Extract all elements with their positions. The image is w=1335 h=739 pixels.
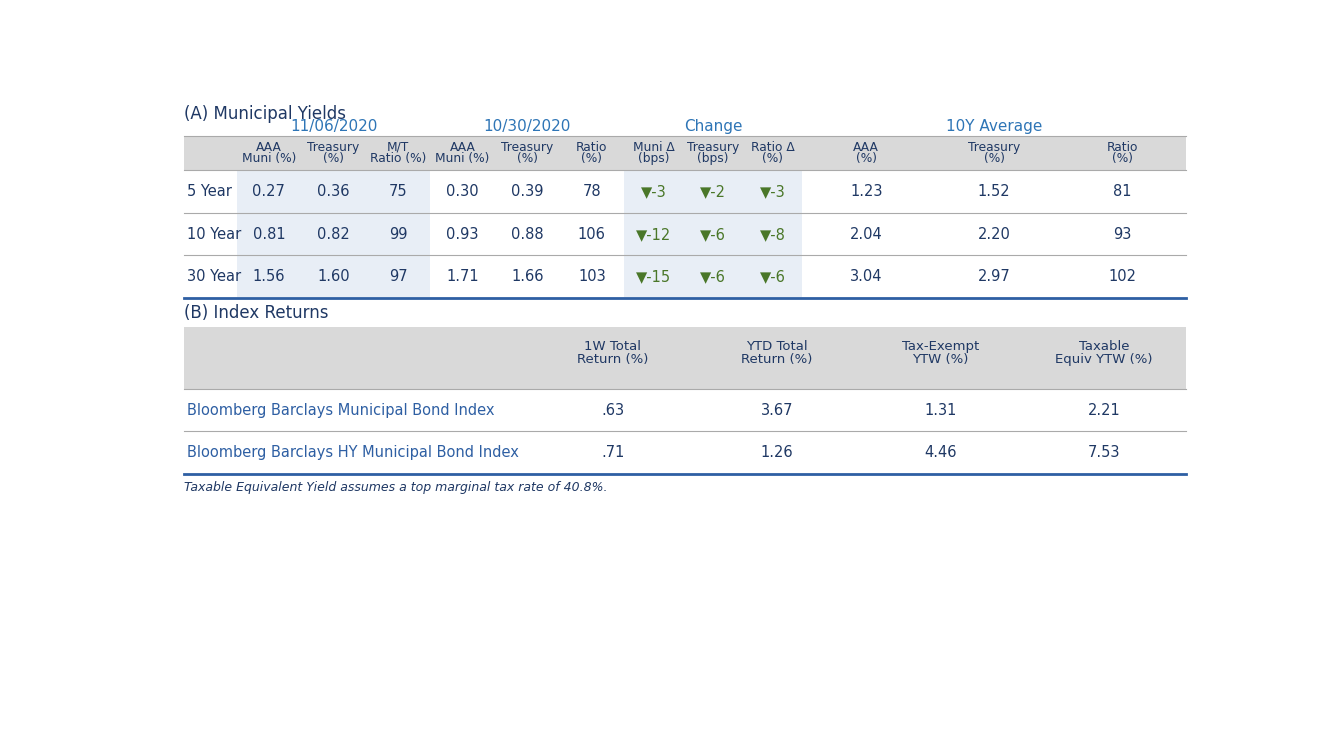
FancyBboxPatch shape [184,137,1185,170]
Text: 1.31: 1.31 [924,403,957,418]
Text: (%): (%) [581,152,602,166]
Text: (B) Index Returns: (B) Index Returns [184,304,328,322]
Text: Muni (%): Muni (%) [435,152,490,166]
Text: 2.20: 2.20 [977,227,1011,242]
Text: Treasury: Treasury [307,140,359,154]
Text: (%): (%) [1112,152,1132,166]
Text: Taxable: Taxable [1079,340,1129,353]
Text: Return (%): Return (%) [577,353,649,367]
Text: YTD Total: YTD Total [746,340,808,353]
Text: AAA: AAA [450,140,475,154]
Text: (A) Municipal Yields: (A) Municipal Yields [184,105,346,123]
Text: ▼-6: ▼-6 [760,269,785,284]
Text: 3.67: 3.67 [761,403,793,418]
Text: 4.46: 4.46 [924,445,957,460]
FancyBboxPatch shape [625,213,802,255]
Text: Ratio (%): Ratio (%) [370,152,426,166]
Text: (%): (%) [517,152,538,166]
Text: 2.21: 2.21 [1088,403,1120,418]
Text: 30 Year: 30 Year [187,269,242,284]
FancyBboxPatch shape [625,255,802,297]
Text: 5 Year: 5 Year [187,184,232,200]
Text: Treasury: Treasury [968,140,1020,154]
Text: 0.88: 0.88 [511,227,543,242]
FancyBboxPatch shape [236,213,430,255]
Text: 1.23: 1.23 [850,184,882,200]
Text: Muni (%): Muni (%) [242,152,296,166]
Text: Ratio Δ: Ratio Δ [750,140,794,154]
Text: Taxable Equivalent Yield assumes a top marginal tax rate of 40.8%.: Taxable Equivalent Yield assumes a top m… [184,481,607,494]
Text: 10Y Average: 10Y Average [947,119,1043,134]
Text: (%): (%) [323,152,344,166]
Text: .63: .63 [602,403,625,418]
FancyBboxPatch shape [625,137,802,170]
FancyBboxPatch shape [236,255,430,297]
Text: ▼-8: ▼-8 [760,227,785,242]
Text: Muni Δ: Muni Δ [633,140,674,154]
Text: Bloomberg Barclays Municipal Bond Index: Bloomberg Barclays Municipal Bond Index [187,403,494,418]
Text: Treasury: Treasury [688,140,740,154]
Text: 3.04: 3.04 [850,269,882,284]
Text: 0.82: 0.82 [318,227,350,242]
Text: 106: 106 [578,227,606,242]
Text: .71: .71 [601,445,625,460]
Text: 1W Total: 1W Total [585,340,642,353]
Text: 1.56: 1.56 [252,269,286,284]
Text: AAA: AAA [256,140,282,154]
Text: AAA: AAA [853,140,880,154]
Text: 1.26: 1.26 [761,445,793,460]
Text: (bps): (bps) [697,152,729,166]
Text: 0.81: 0.81 [252,227,286,242]
Text: ▼-6: ▼-6 [701,269,726,284]
Text: ▼-3: ▼-3 [760,184,785,200]
Text: Ratio: Ratio [1107,140,1137,154]
Text: Ratio: Ratio [577,140,607,154]
Text: YTW (%): YTW (%) [912,353,969,367]
Text: Change: Change [684,119,742,134]
Text: 10/30/2020: 10/30/2020 [483,119,571,134]
Text: Bloomberg Barclays HY Municipal Bond Index: Bloomberg Barclays HY Municipal Bond Ind… [187,445,519,460]
Text: 0.93: 0.93 [446,227,479,242]
Text: 2.97: 2.97 [977,269,1011,284]
Text: 93: 93 [1113,227,1131,242]
Text: 0.39: 0.39 [511,184,543,200]
Text: 10 Year: 10 Year [187,227,242,242]
Text: 1.52: 1.52 [977,184,1011,200]
Text: 99: 99 [388,227,407,242]
Text: 97: 97 [388,269,407,284]
Text: ▼-2: ▼-2 [701,184,726,200]
Text: 0.30: 0.30 [446,184,479,200]
FancyBboxPatch shape [625,170,802,213]
Text: M/T: M/T [387,140,410,154]
Text: 2.04: 2.04 [850,227,882,242]
Text: 103: 103 [578,269,606,284]
Text: ▼-3: ▼-3 [641,184,666,200]
Text: 11/06/2020: 11/06/2020 [290,119,378,134]
Text: 1.60: 1.60 [318,269,350,284]
Text: 0.36: 0.36 [318,184,350,200]
Text: Equiv YTW (%): Equiv YTW (%) [1056,353,1153,367]
Text: 78: 78 [582,184,601,200]
Text: 7.53: 7.53 [1088,445,1120,460]
Text: Return (%): Return (%) [741,353,813,367]
FancyBboxPatch shape [236,170,430,213]
Text: ▼-15: ▼-15 [637,269,672,284]
Text: Tax-Exempt: Tax-Exempt [902,340,979,353]
Text: 81: 81 [1113,184,1131,200]
Text: 102: 102 [1108,269,1136,284]
Text: 1.66: 1.66 [511,269,543,284]
FancyBboxPatch shape [184,327,1185,389]
Text: ▼-12: ▼-12 [637,227,672,242]
Text: (%): (%) [856,152,877,166]
Text: 75: 75 [388,184,407,200]
Text: 0.27: 0.27 [252,184,286,200]
Text: (%): (%) [762,152,784,166]
Text: (bps): (bps) [638,152,670,166]
Text: 1.71: 1.71 [446,269,479,284]
Text: ▼-6: ▼-6 [701,227,726,242]
Text: (%): (%) [984,152,1005,166]
Text: Treasury: Treasury [501,140,554,154]
